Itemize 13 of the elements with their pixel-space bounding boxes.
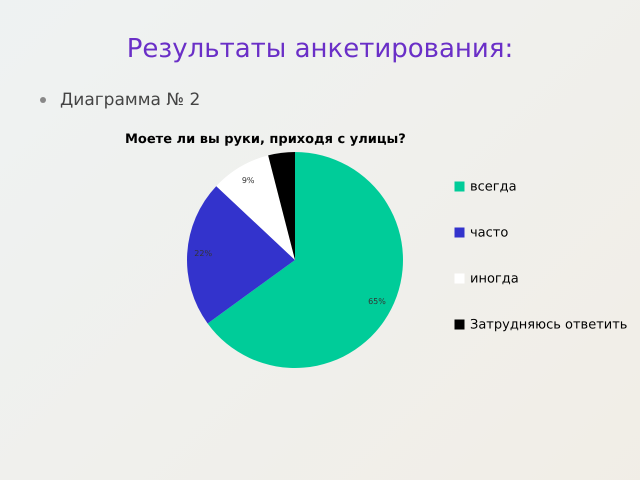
data-label: 22% <box>194 249 212 258</box>
legend-label: иногда <box>470 272 519 286</box>
pie-slice <box>187 186 295 324</box>
text: Диаграмма № 2 <box>60 90 200 110</box>
pie-slice <box>268 152 295 260</box>
legend-label: всегда <box>470 180 517 194</box>
text: Результаты анкетирования: <box>126 34 514 64</box>
chart-title: Моете ли вы руки, приходя с улицы? <box>125 132 406 147</box>
pie-slice <box>216 155 295 260</box>
data-label: 65% <box>368 296 386 306</box>
data-label: 9% <box>242 176 255 185</box>
legend-label: часто <box>470 226 508 240</box>
legend-label: Затрудняюсь ответить <box>470 318 628 332</box>
